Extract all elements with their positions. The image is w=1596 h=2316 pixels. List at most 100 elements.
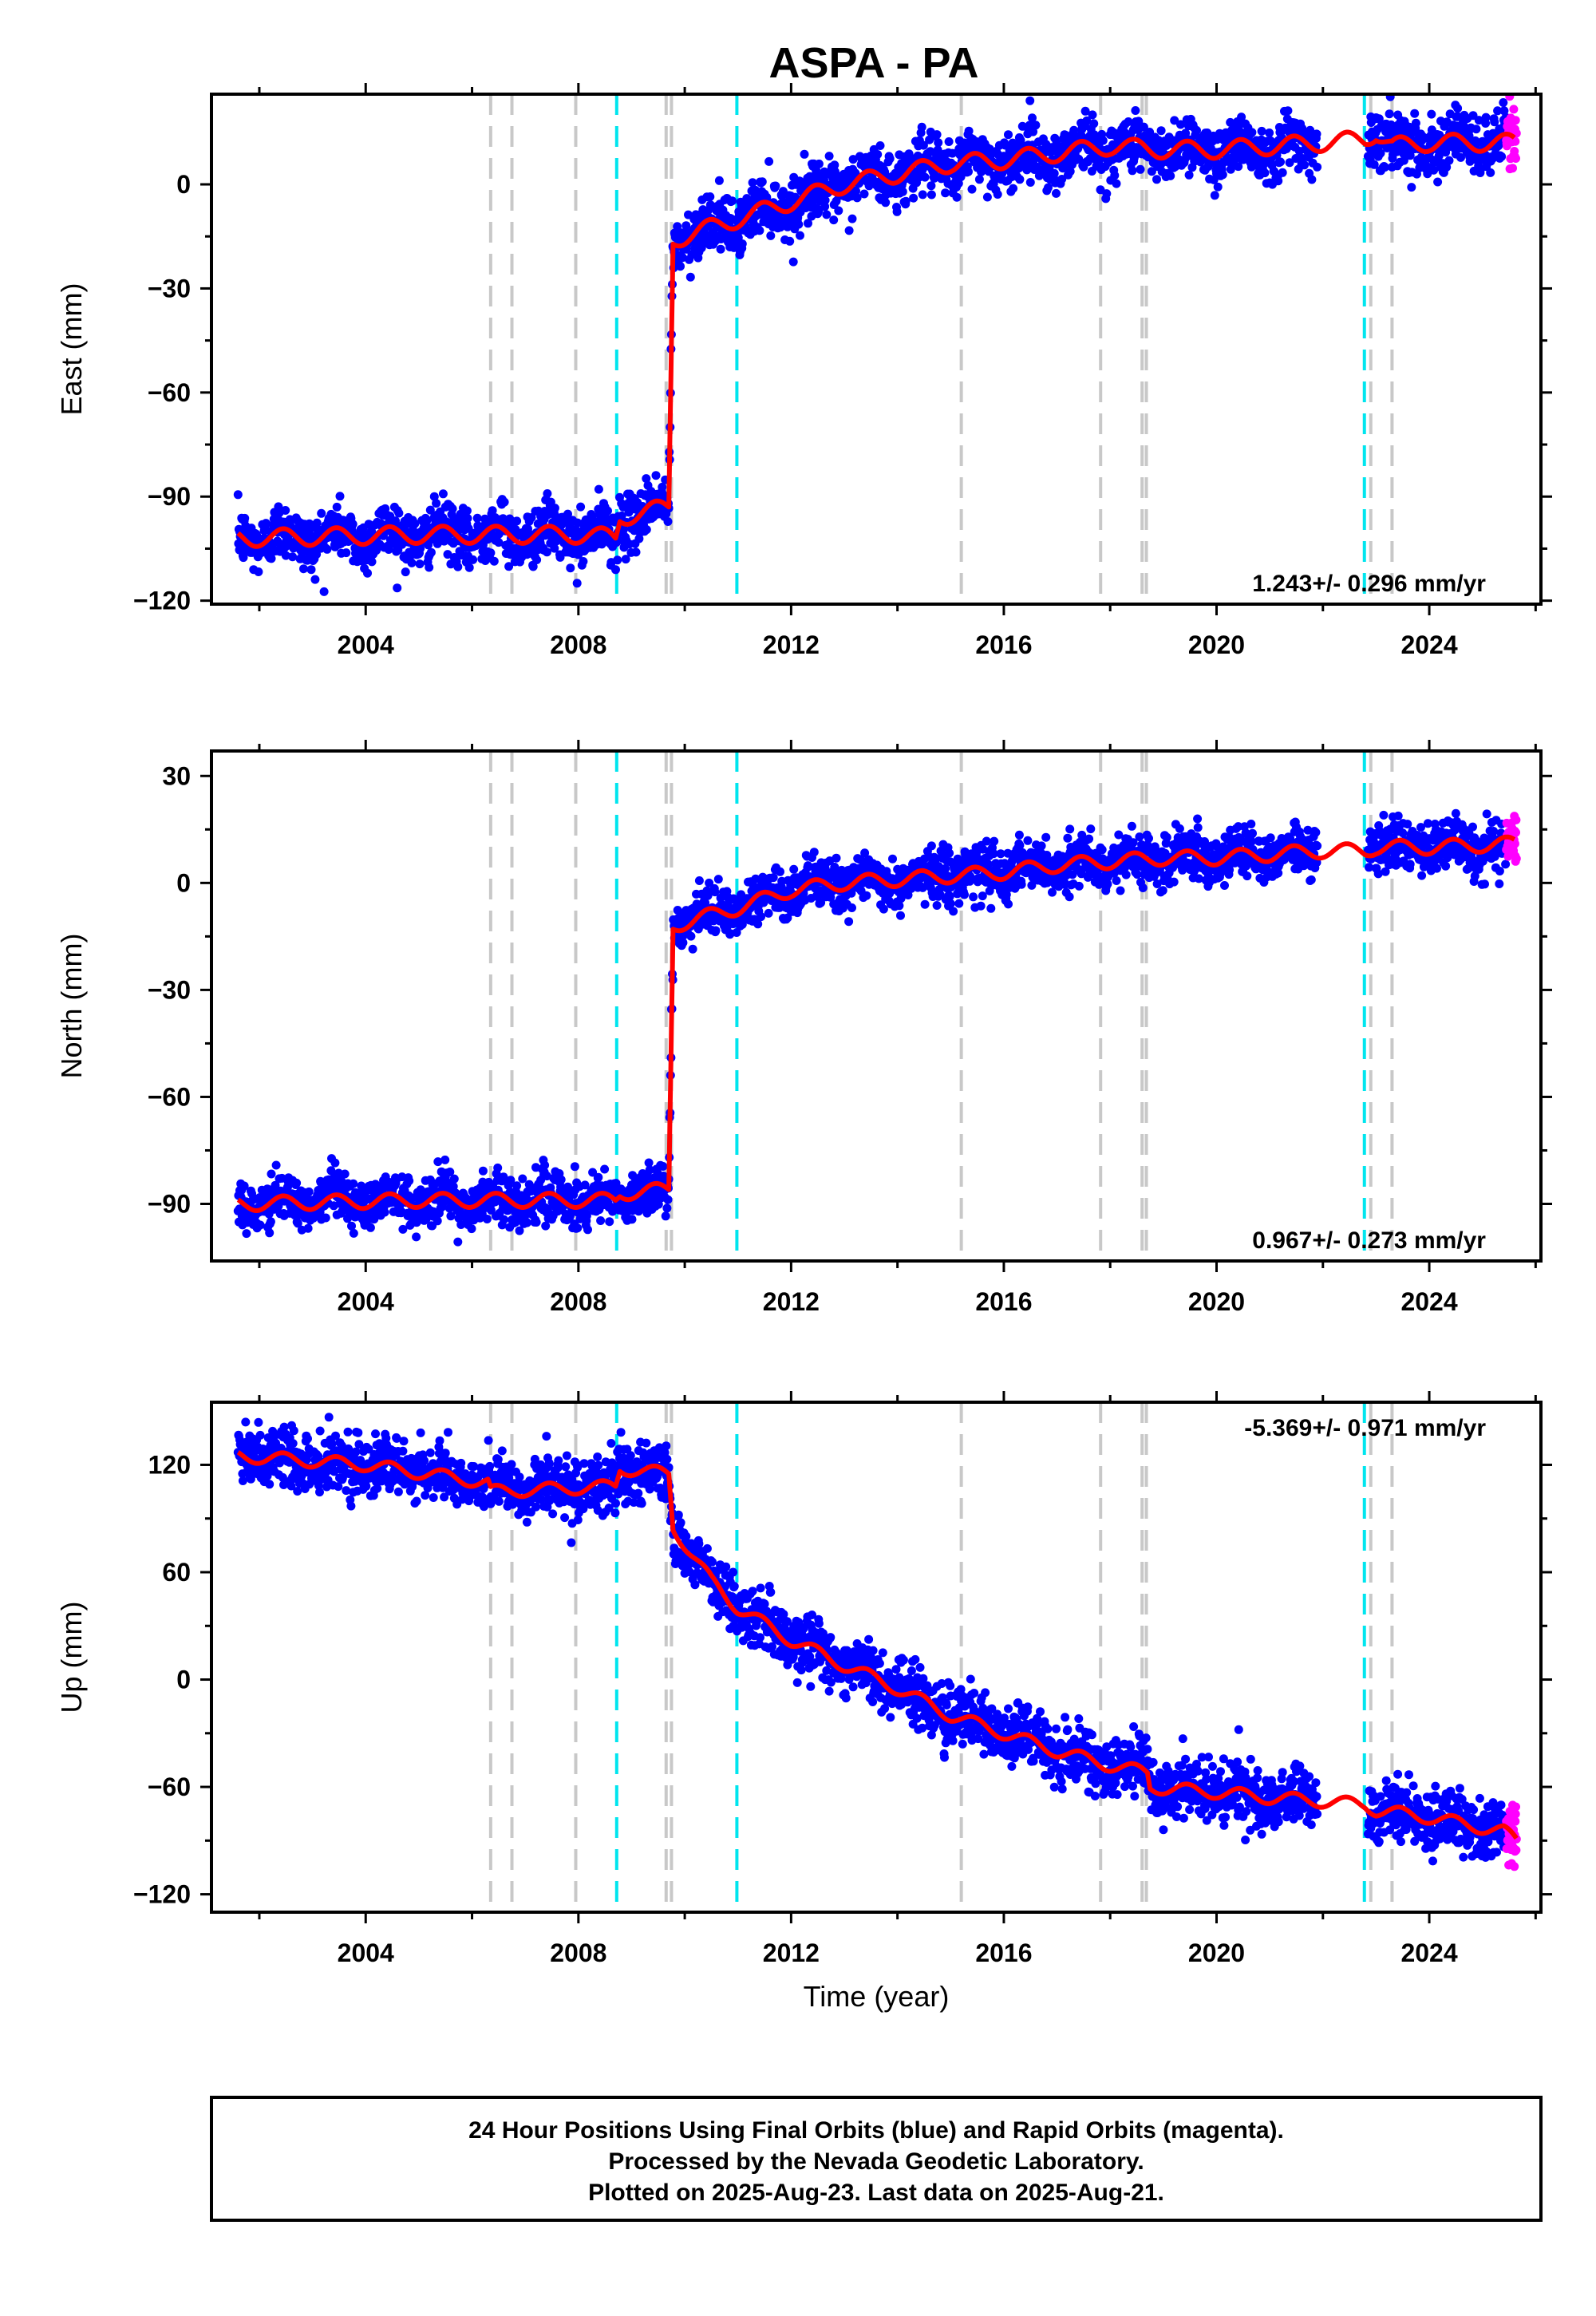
east-rapid-point	[1509, 105, 1519, 114]
east-final-point	[1128, 166, 1137, 176]
east-final-point	[642, 525, 651, 535]
east-final-point	[306, 565, 316, 575]
north-final-point	[522, 1218, 531, 1227]
east-final-point	[462, 506, 472, 516]
east-y-tick-label: −60	[148, 378, 191, 407]
east-final-point	[332, 502, 342, 512]
east-y-tick-label: −120	[133, 587, 191, 615]
east-final-point	[310, 575, 320, 584]
north-final-point	[292, 1178, 302, 1188]
north-final-point	[768, 873, 778, 883]
north-final-point	[847, 903, 856, 912]
north-final-point	[340, 1169, 350, 1179]
north-final-point	[832, 853, 841, 863]
north-final-point	[978, 891, 987, 901]
east-final-point	[1049, 168, 1059, 178]
north-final-point	[518, 1174, 527, 1184]
north-final-point	[888, 854, 897, 864]
east-final-point	[317, 508, 326, 518]
east-final-point	[1260, 168, 1270, 178]
east-final-point	[982, 192, 992, 202]
east-x-tick-label: 2016	[975, 630, 1032, 659]
north-final-point	[776, 867, 784, 876]
north-final-point	[949, 907, 958, 916]
east-final-point	[1213, 182, 1223, 192]
east-final-point	[407, 558, 417, 567]
east-final-point	[1427, 109, 1436, 119]
east-final-point	[494, 538, 504, 547]
east-final-point	[1052, 188, 1061, 198]
north-final-point	[1041, 832, 1051, 842]
east-final-point	[422, 516, 432, 525]
east-final-point	[1257, 126, 1266, 136]
east-final-point	[918, 190, 927, 200]
east-final-point	[448, 504, 457, 513]
east-final-point	[1499, 98, 1508, 107]
east-final-point	[898, 187, 907, 196]
east-final-point	[322, 544, 332, 554]
north-final-point	[844, 917, 854, 927]
east-final-point	[1312, 129, 1321, 139]
east-final-point	[714, 176, 724, 185]
east-final-point	[1098, 136, 1108, 145]
north-final-point	[1074, 881, 1084, 891]
east-final-point	[486, 548, 496, 558]
east-final-point	[319, 587, 329, 596]
north-final-point	[946, 899, 955, 908]
east-final-point	[254, 567, 263, 576]
east-rate-label: 1.243+/- 0.296 mm/yr	[1252, 571, 1486, 597]
north-final-point	[583, 1225, 592, 1235]
east-final-point	[934, 138, 943, 148]
north-final-point	[960, 890, 969, 899]
north-final-point	[688, 944, 697, 954]
east-final-point	[1444, 156, 1454, 165]
east-final-point	[651, 471, 661, 480]
east-final-point	[829, 215, 839, 225]
east-final-point	[1112, 179, 1121, 188]
north-final-point	[1004, 899, 1013, 909]
east-final-point	[363, 568, 372, 578]
north-final-point	[242, 1229, 251, 1239]
north-final-point	[255, 1220, 265, 1230]
east-final-point	[1407, 183, 1416, 192]
north-final-point	[380, 1207, 389, 1217]
north-final-point	[896, 911, 905, 920]
east-final-point	[1385, 109, 1394, 119]
east-final-point	[299, 564, 308, 574]
north-final-point	[433, 1216, 442, 1226]
east-final-point	[1497, 152, 1507, 161]
east-final-point	[822, 210, 832, 219]
east-final-point	[885, 154, 895, 164]
east-final-point	[1300, 160, 1309, 170]
north-final-point	[531, 1218, 541, 1227]
east-final-point	[909, 193, 918, 203]
east-final-point	[1152, 175, 1161, 184]
north-final-point	[1169, 877, 1179, 887]
east-final-point	[1210, 191, 1219, 200]
north-final-point	[349, 1179, 358, 1188]
north-final-point	[662, 1203, 672, 1213]
east-final-point	[824, 152, 834, 161]
north-final-point	[1162, 832, 1171, 842]
panel-north: 2004 2008 2012 2016 2020 2024−90−60−30030Nort…	[55, 740, 1552, 1316]
east-final-point	[1218, 170, 1227, 180]
east-final-point	[800, 149, 809, 159]
east-final-point	[367, 557, 377, 567]
east-final-point	[926, 181, 936, 191]
north-final-point	[627, 1215, 637, 1224]
east-final-point	[892, 207, 902, 216]
east-x-tick-label: 2008	[550, 630, 606, 659]
north-final-point	[478, 1166, 488, 1176]
east-final-point	[416, 543, 425, 553]
east-rapid-point	[1508, 164, 1517, 173]
north-final-point	[482, 1215, 492, 1223]
north-final-point	[266, 1217, 275, 1227]
north-final-point	[895, 901, 904, 911]
east-final-point	[1247, 128, 1257, 137]
north-final-point	[493, 1163, 503, 1172]
north-final-point	[1097, 845, 1107, 855]
east-final-point	[844, 226, 854, 235]
east-final-point	[464, 563, 474, 572]
north-final-point	[976, 901, 986, 911]
east-x-tick-label: 2024	[1400, 630, 1457, 659]
